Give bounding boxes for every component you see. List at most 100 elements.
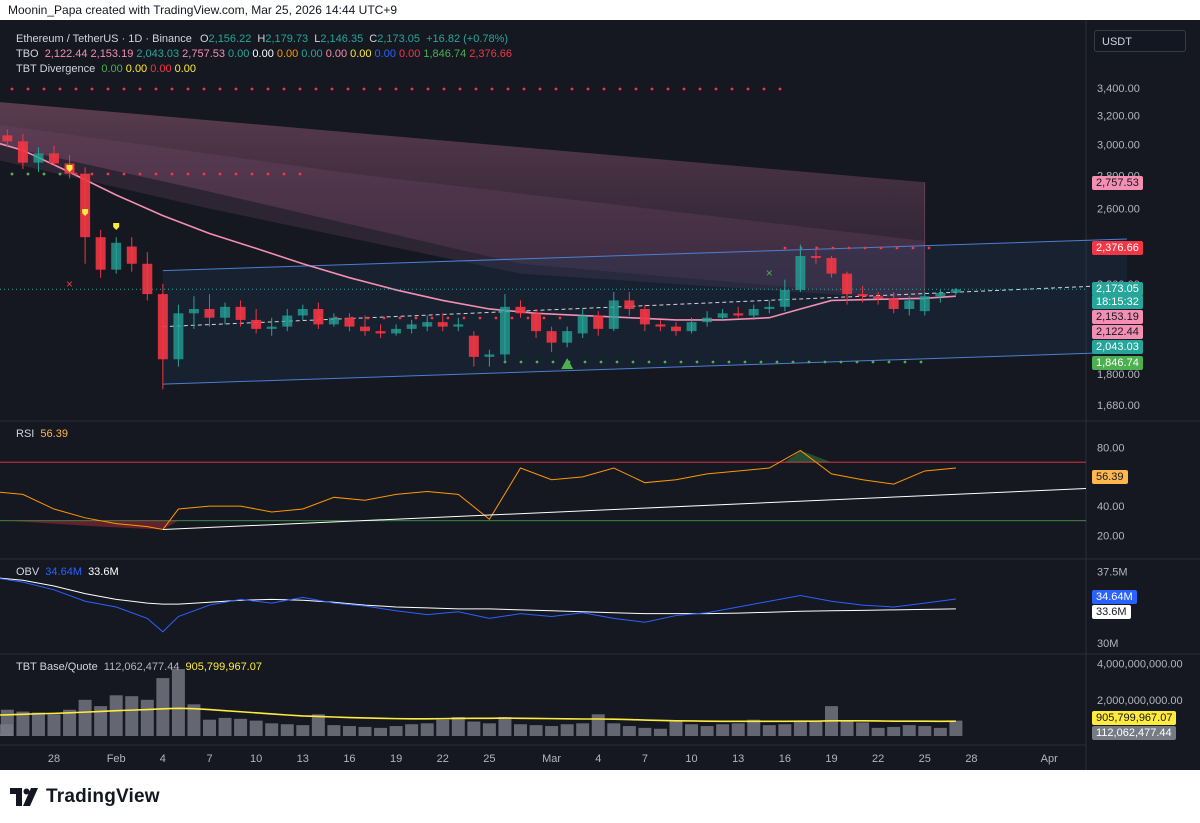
candle-body <box>468 335 479 357</box>
price-badge-upper-band: 2,757.53 <box>1092 176 1143 190</box>
currency-label: USDT <box>1102 36 1132 48</box>
resistance-dot <box>666 87 670 91</box>
support-dot <box>855 360 859 364</box>
base-quote-bar <box>218 717 232 736</box>
support-triangle-icon <box>561 358 574 369</box>
candle-body <box>888 298 899 309</box>
tbo-value-11: 0.00 <box>374 48 396 60</box>
resistance-dot <box>586 87 590 91</box>
candle-body <box>562 331 573 343</box>
divergence-name: TBT Divergence <box>16 63 96 75</box>
badge-text: 2,153.19 <box>1096 311 1139 323</box>
chart-canvas[interactable]: ×× 3,400.003,200.003,000.002,800.002,600… <box>0 20 1200 770</box>
resistance-dot <box>847 246 851 250</box>
candle-body <box>531 313 542 332</box>
candle-body <box>406 324 417 329</box>
symbol-legend: Ethereum / TetherUS · 1D · Binance O2,15… <box>16 33 511 45</box>
support-dot <box>10 172 14 176</box>
base-quote-bar <box>280 724 294 736</box>
support-dot <box>583 360 587 364</box>
support-dot <box>807 360 811 364</box>
resistance-dot <box>458 87 462 91</box>
time-tick-label: 10 <box>685 753 697 765</box>
base-quote-legend: TBT Base/Quote 112,062,477.44 905,799,96… <box>16 661 265 673</box>
countdown-badge: 18:15:32 <box>1092 295 1143 309</box>
time-tick-label: Mar <box>542 753 561 765</box>
candle-body <box>49 153 59 164</box>
resistance-dot <box>474 87 478 91</box>
attribution-text: Moonin_Papa created with TradingView.com… <box>8 3 398 17</box>
base-quote-bar <box>887 726 901 736</box>
price-badge-support: 1,846.74 <box>1092 356 1143 370</box>
candle-body <box>764 306 775 309</box>
candle-body <box>810 256 821 258</box>
time-tick-label: 7 <box>206 753 212 765</box>
level-dot <box>542 316 546 320</box>
candle-body <box>313 308 324 325</box>
channel-top <box>162 238 1127 272</box>
time-tick-label: 13 <box>732 753 744 765</box>
candle-body <box>919 296 930 312</box>
candle-body <box>173 313 184 360</box>
badge-text: 2,043.03 <box>1096 341 1139 353</box>
base-quote-bar <box>622 726 636 736</box>
tradingview-logo[interactable]: TradingView <box>10 786 160 808</box>
base-quote-bar <box>762 725 776 736</box>
resistance-dot <box>74 87 78 91</box>
obv-value-1: 34.64M <box>45 566 82 578</box>
tbo-value-10: 0.00 <box>350 48 372 60</box>
level-dot <box>510 316 514 320</box>
resistance-dot <box>170 87 174 91</box>
resistance-dot <box>74 172 78 176</box>
divergence-value-3: 0.00 <box>150 63 172 75</box>
candle-body <box>826 257 837 274</box>
base-quote-bar <box>436 719 450 736</box>
divergence-marker <box>82 209 89 216</box>
resistance-dot <box>314 87 318 91</box>
base-quote-bar <box>140 699 154 736</box>
base-quote-bar <box>296 725 310 736</box>
candle-body <box>33 153 44 163</box>
tbo-value-1: 2,122.44 <box>44 48 88 60</box>
resistance-dot <box>682 87 686 91</box>
support-dot <box>759 360 763 364</box>
candle-body <box>188 308 199 314</box>
time-tick-label: 22 <box>872 753 884 765</box>
candle-body <box>204 308 215 318</box>
tradingview-logo-icon <box>10 788 38 806</box>
price-tick-label: 3,400.00 <box>1097 83 1140 95</box>
time-tick-label: 4 <box>160 753 166 765</box>
obv-name: OBV <box>16 566 40 578</box>
candle-body <box>266 326 277 329</box>
support-dot <box>743 360 747 364</box>
candle-body <box>2 135 13 142</box>
tbo-value-6: 0.00 <box>252 48 274 60</box>
base-quote-bar <box>529 725 543 736</box>
time-tick-label: 25 <box>919 753 931 765</box>
price-badge-resistance: 2,376.66 <box>1092 241 1143 255</box>
base-quote-bar <box>47 714 61 736</box>
support-dot <box>791 360 795 364</box>
level-dot <box>446 316 450 320</box>
time-tick-label: 13 <box>297 753 309 765</box>
base-quote-bar <box>560 724 574 736</box>
badge-text: 18:15:32 <box>1096 296 1139 308</box>
base-quote-bar <box>187 704 201 736</box>
base-quote-bar <box>514 724 527 736</box>
candle-body <box>655 324 666 327</box>
resistance-dot <box>10 87 14 91</box>
tbo-cloud <box>0 102 925 301</box>
currency-selector[interactable]: USDT <box>1094 30 1186 52</box>
resistance-dot <box>298 87 302 91</box>
resistance-dot <box>106 172 110 176</box>
divergence-marker <box>66 165 73 172</box>
resistance-dot <box>330 87 334 91</box>
time-tick-label: Feb <box>107 753 126 765</box>
badge-text: 2,173.05 <box>1096 283 1139 295</box>
resistance-dot <box>106 87 110 91</box>
resistance-dot <box>298 172 302 176</box>
resistance-dot <box>90 172 94 176</box>
support-dot <box>615 360 619 364</box>
buy-signal-icon: × <box>766 266 773 280</box>
candle-body <box>671 326 681 332</box>
